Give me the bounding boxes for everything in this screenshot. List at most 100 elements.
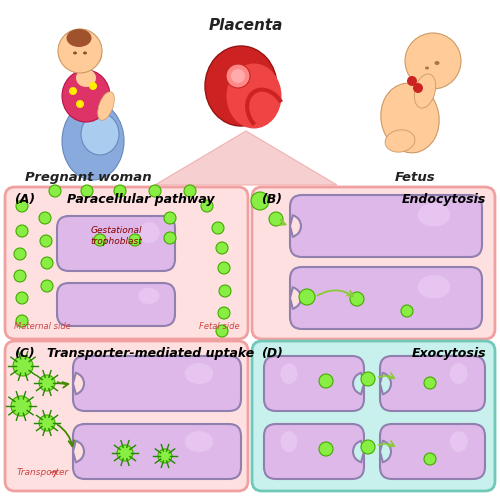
Wedge shape [380,441,391,462]
FancyBboxPatch shape [380,356,485,411]
Circle shape [164,232,176,244]
Wedge shape [353,373,364,394]
Ellipse shape [184,431,214,452]
Circle shape [11,396,31,416]
Ellipse shape [418,203,450,227]
FancyBboxPatch shape [290,267,482,329]
Ellipse shape [425,66,429,69]
Text: (A): (A) [14,193,35,206]
Bar [0,0,500,188]
Circle shape [117,445,133,461]
Ellipse shape [184,363,214,384]
Circle shape [361,372,375,386]
Circle shape [212,222,224,234]
Text: Fetus: Fetus [394,171,436,184]
Ellipse shape [66,29,92,47]
Ellipse shape [280,363,297,384]
Circle shape [231,69,245,83]
Ellipse shape [62,102,124,180]
Text: Exocytosis: Exocytosis [412,347,486,360]
Text: Paracellular pathway: Paracellular pathway [68,193,215,206]
Circle shape [13,356,33,376]
FancyBboxPatch shape [264,356,364,411]
FancyBboxPatch shape [57,283,175,326]
Circle shape [299,289,315,305]
FancyBboxPatch shape [264,424,364,479]
Circle shape [216,242,228,254]
Ellipse shape [450,431,468,452]
Ellipse shape [381,83,439,153]
Wedge shape [353,441,364,462]
Circle shape [218,262,230,274]
Circle shape [164,212,176,224]
Circle shape [405,33,461,89]
Circle shape [89,82,97,90]
FancyBboxPatch shape [290,195,482,257]
Text: (B): (B) [261,193,282,206]
Circle shape [401,305,413,317]
Circle shape [81,185,93,197]
Wedge shape [380,373,391,394]
Text: Maternal side: Maternal side [14,322,71,331]
Circle shape [41,257,53,269]
Ellipse shape [226,63,281,128]
Circle shape [201,200,213,212]
Circle shape [350,292,364,306]
Text: Placenta: Placenta [209,18,283,33]
Ellipse shape [414,74,436,108]
Text: Transporter: Transporter [17,468,69,477]
Circle shape [39,212,51,224]
Ellipse shape [76,69,96,87]
Circle shape [269,212,283,226]
Circle shape [158,449,172,463]
Circle shape [216,325,228,337]
Circle shape [251,192,269,210]
Ellipse shape [73,52,77,55]
Wedge shape [290,215,301,237]
Circle shape [407,76,417,86]
Wedge shape [290,287,301,309]
Ellipse shape [138,288,160,304]
Ellipse shape [385,130,415,152]
Text: Endocytosis: Endocytosis [402,193,486,206]
Circle shape [129,234,141,246]
Circle shape [361,440,375,454]
FancyBboxPatch shape [380,424,485,479]
Polygon shape [155,131,337,185]
FancyBboxPatch shape [5,187,248,339]
Circle shape [319,442,333,456]
Text: Pregnant woman: Pregnant woman [24,171,152,184]
Ellipse shape [68,37,96,55]
Circle shape [149,185,161,197]
Circle shape [184,185,196,197]
Circle shape [94,234,106,246]
Circle shape [39,375,55,391]
Circle shape [49,185,61,197]
Circle shape [319,374,333,388]
FancyBboxPatch shape [252,341,495,491]
FancyBboxPatch shape [57,216,175,271]
FancyBboxPatch shape [73,356,241,411]
Circle shape [41,280,53,292]
Ellipse shape [81,113,119,155]
Ellipse shape [138,222,160,243]
Text: Gestational
trophoblast: Gestational trophoblast [90,226,142,246]
Circle shape [219,285,231,297]
Circle shape [218,307,230,319]
Circle shape [76,100,84,108]
Circle shape [69,87,77,95]
Circle shape [39,415,55,431]
Ellipse shape [98,92,114,121]
Ellipse shape [434,61,440,65]
Circle shape [40,235,52,247]
Circle shape [16,225,28,237]
Circle shape [424,453,436,465]
Text: (C): (C) [14,347,34,360]
Ellipse shape [62,70,110,122]
Circle shape [58,29,102,73]
Ellipse shape [90,42,102,64]
Ellipse shape [83,52,87,55]
Text: Transporter-mediated uptake: Transporter-mediated uptake [47,347,255,360]
Circle shape [16,200,28,212]
Circle shape [14,270,26,282]
